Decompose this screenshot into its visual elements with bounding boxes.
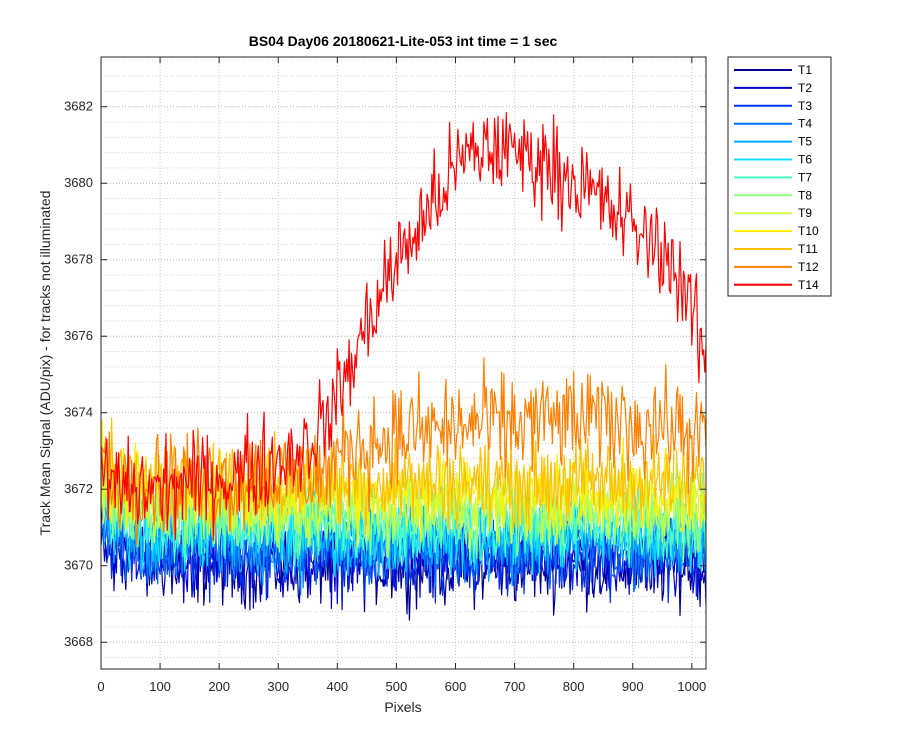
series-line-t12 <box>100 357 707 548</box>
legend: T1 T2 T3 T4 T5 T6 T7 T8 T9 T10 T11 T12 T14 <box>727 56 832 297</box>
x-tick-labels: 0 100 200 300 400 500 600 700 800 900 1000 <box>97 679 706 694</box>
axis-ticks <box>100 57 706 669</box>
y-tick-label: 3676 <box>64 328 93 343</box>
x-axis-label: Pixels <box>384 699 421 715</box>
y-tick-label: 3672 <box>64 481 93 496</box>
chart-title: BS04 Day06 20180621-Lite-053 int time = … <box>249 33 558 49</box>
legend-label-t14: T14 <box>798 278 819 292</box>
legend-label-t5: T5 <box>798 135 812 149</box>
legend-label-t11: T11 <box>798 242 818 256</box>
x-tick-label: 400 <box>326 679 348 694</box>
y-tick-label: 3678 <box>64 252 93 267</box>
series-layer <box>100 111 707 621</box>
x-tick-label: 200 <box>208 679 230 694</box>
x-tick-label: 800 <box>563 679 585 694</box>
legend-label-t3: T3 <box>798 99 812 113</box>
plot-frame <box>100 56 707 670</box>
y-tick-label: 3674 <box>64 405 93 420</box>
y-tick-label: 3680 <box>64 175 93 190</box>
x-tick-label: 600 <box>445 679 467 694</box>
x-tick-label: 700 <box>504 679 526 694</box>
y-tick-labels: 3668 3670 3672 3674 3676 3678 3680 3682 <box>64 99 93 649</box>
legend-label-t7: T7 <box>798 170 812 184</box>
y-tick-label: 3670 <box>64 558 93 573</box>
y-tick-label: 3682 <box>64 99 93 114</box>
y-tick-label: 3668 <box>64 634 93 649</box>
legend-label-t4: T4 <box>798 117 812 131</box>
x-tick-label: 900 <box>622 679 644 694</box>
x-tick-label: 100 <box>149 679 171 694</box>
legend-label-t9: T9 <box>798 206 812 220</box>
x-tick-label: 0 <box>97 679 104 694</box>
x-tick-label: 300 <box>267 679 289 694</box>
legend-label-t10: T10 <box>798 224 819 238</box>
legend-label-t8: T8 <box>798 188 812 202</box>
y-axis-label: Track Mean Signal (ADU/pix) - for tracks… <box>37 191 53 536</box>
legend-label-t6: T6 <box>798 153 812 167</box>
legend-label-t2: T2 <box>798 81 812 95</box>
legend-label-t12: T12 <box>798 260 819 274</box>
series-line-t14 <box>100 111 707 542</box>
x-tick-label: 1000 <box>677 679 706 694</box>
x-tick-label: 500 <box>386 679 408 694</box>
legend-label-t1: T1 <box>798 63 812 77</box>
